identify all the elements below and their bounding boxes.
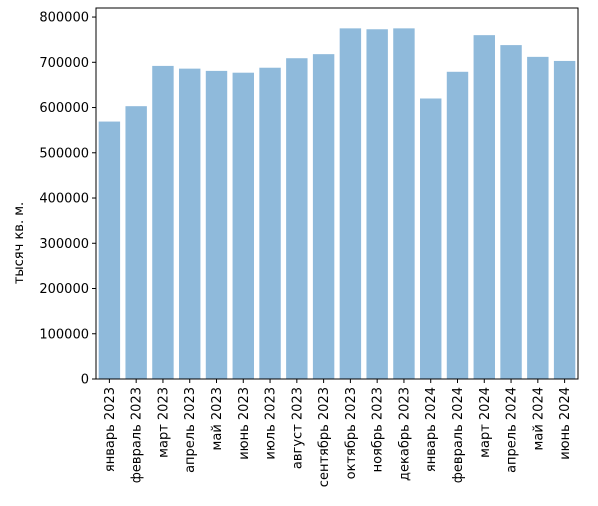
x-tick-label: январь 2023 bbox=[103, 387, 118, 472]
y-tick-label: 0 bbox=[81, 373, 89, 388]
y-axis-label: тысяч кв. м. bbox=[12, 202, 27, 284]
bars-group bbox=[98, 28, 576, 380]
y-tick-label: 200000 bbox=[39, 282, 89, 297]
x-tick-label: июнь 2023 bbox=[237, 387, 252, 460]
x-tick-label: декабрь 2023 bbox=[397, 387, 412, 481]
bar bbox=[420, 98, 442, 380]
bar bbox=[473, 35, 495, 380]
x-tick-label: апрель 2023 bbox=[183, 387, 198, 473]
x-tick-label: май 2023 bbox=[210, 387, 225, 450]
x-tick-label: август 2023 bbox=[290, 387, 305, 469]
y-tick-label: 300000 bbox=[39, 237, 89, 252]
bar bbox=[527, 56, 549, 380]
plot-border bbox=[95, 7, 579, 380]
bar bbox=[500, 45, 522, 379]
x-tick-label: сентябрь 2023 bbox=[317, 387, 332, 487]
bar bbox=[98, 121, 121, 379]
y-tick-label: 400000 bbox=[39, 192, 89, 207]
x-tick-label: март 2024 bbox=[478, 387, 493, 458]
y-tick-label: 600000 bbox=[39, 101, 89, 116]
x-tick-label: февраль 2023 bbox=[130, 387, 145, 483]
x-tick-label: июнь 2024 bbox=[558, 387, 573, 460]
bar bbox=[339, 28, 362, 380]
bar bbox=[205, 70, 228, 379]
bar bbox=[393, 28, 415, 380]
y-tick-label: 500000 bbox=[39, 146, 89, 161]
bar bbox=[312, 54, 335, 380]
y-axis: 0 100000 200000 300000 400000 500000 600000 700… bbox=[39, 11, 96, 388]
x-tick-label: апрель 2024 bbox=[505, 387, 520, 473]
y-tick-label: 700000 bbox=[39, 56, 89, 71]
plot-frame bbox=[95, 7, 579, 380]
x-tick-label: февраль 2024 bbox=[451, 387, 466, 483]
bar bbox=[232, 72, 254, 379]
y-tick-label: 800000 bbox=[39, 11, 89, 26]
bar bbox=[259, 67, 281, 379]
bar bbox=[286, 58, 308, 379]
x-tick-label: май 2024 bbox=[531, 387, 546, 450]
x-tick-label: март 2023 bbox=[156, 387, 171, 458]
bar bbox=[366, 29, 388, 379]
x-tick-label: октябрь 2023 bbox=[344, 387, 359, 479]
y-tick-label: 100000 bbox=[39, 327, 89, 342]
x-tick-label: июль 2023 bbox=[264, 387, 279, 460]
bar bbox=[553, 60, 576, 379]
x-axis: январь 2023 февраль 2023 март 2023 апрель 2… bbox=[103, 379, 573, 487]
bar bbox=[179, 68, 201, 379]
bar bbox=[125, 106, 147, 380]
bar bbox=[446, 71, 469, 379]
bar bbox=[152, 65, 174, 379]
x-tick-label: январь 2024 bbox=[424, 387, 439, 472]
x-tick-label: ноябрь 2023 bbox=[371, 387, 386, 472]
